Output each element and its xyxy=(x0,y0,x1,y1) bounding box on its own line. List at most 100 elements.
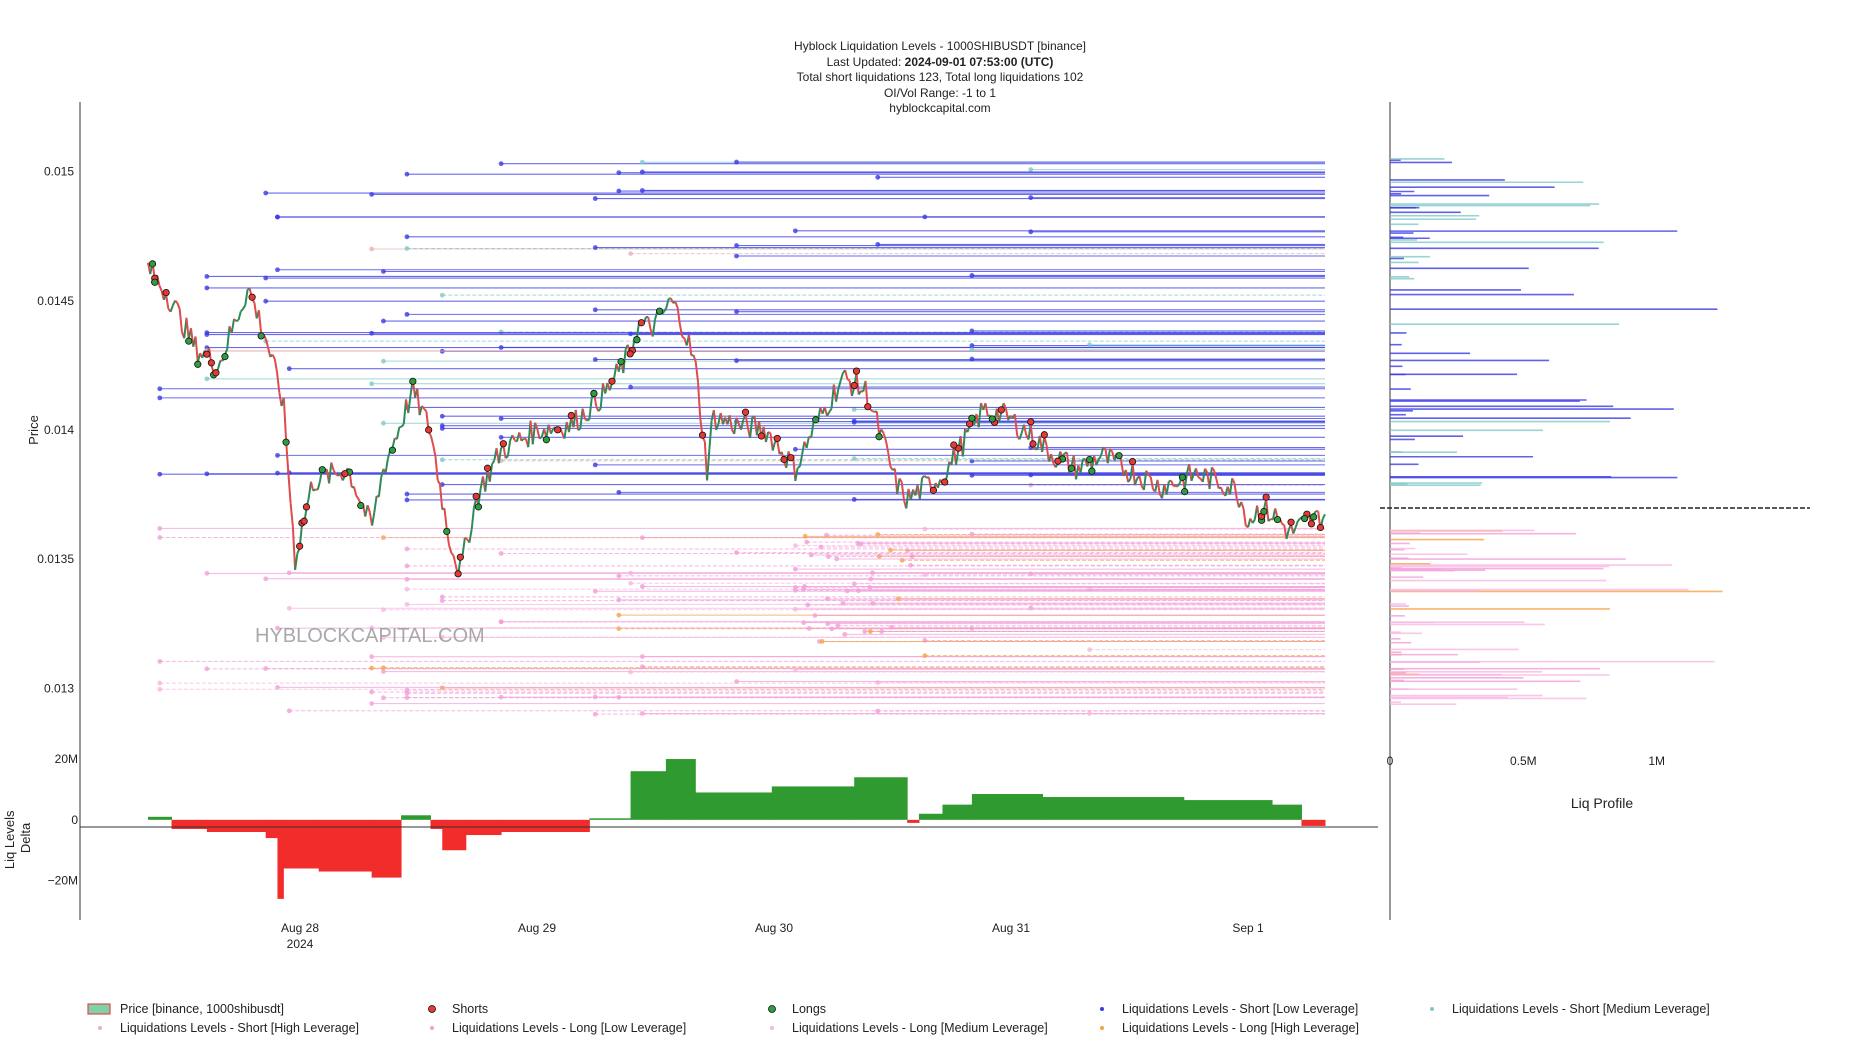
delta-segment xyxy=(371,819,402,878)
long-marker xyxy=(590,389,598,398)
date-tick-label: Sep 1 xyxy=(1232,921,1264,935)
price-candle xyxy=(733,417,738,434)
price-candle xyxy=(882,433,887,441)
price-candle xyxy=(1231,477,1236,484)
liquidation-level-dot xyxy=(381,665,386,671)
price-candle xyxy=(744,414,749,428)
price-candle xyxy=(266,346,272,358)
short-marker xyxy=(203,350,211,358)
short-marker xyxy=(1054,457,1062,465)
price-candle xyxy=(889,465,894,471)
long-marker xyxy=(1273,515,1282,524)
long-marker xyxy=(318,466,326,474)
liquidation-level-dot xyxy=(792,543,798,549)
price-candle xyxy=(1197,476,1202,480)
liquidation-level-dot xyxy=(922,526,928,532)
delta-segment xyxy=(918,813,943,820)
short-marker xyxy=(454,570,462,578)
liquidation-level-dot xyxy=(404,586,410,592)
short-marker xyxy=(1287,518,1295,526)
liquidation-level-dot xyxy=(439,634,445,640)
price-candle xyxy=(165,294,170,310)
profile-x-axis: 0 0.5M 1M xyxy=(1387,754,1665,768)
liquidation-level-dot xyxy=(369,381,375,387)
liquidation-level-dot xyxy=(381,669,386,675)
price-candle xyxy=(728,415,733,430)
liquidation-level-dot xyxy=(734,550,739,555)
liquidation-level-dot xyxy=(842,631,848,637)
liquidation-level-dot xyxy=(592,245,598,250)
price-candle xyxy=(1190,473,1195,482)
liquidation-level-dot xyxy=(819,639,825,644)
liquidation-level-dot xyxy=(275,470,280,476)
short-marker xyxy=(1307,520,1316,528)
price-candle xyxy=(1315,509,1319,513)
price-candle xyxy=(380,468,385,478)
liquidation-level-dot xyxy=(275,267,280,273)
price-candle xyxy=(735,417,740,425)
long-marker xyxy=(409,377,417,385)
short-marker xyxy=(1316,523,1325,532)
profile-tick-label: 0.5M xyxy=(1510,754,1537,768)
liquidation-level-dot xyxy=(616,188,622,194)
price-candle xyxy=(506,440,512,457)
liquidation-level-dot xyxy=(734,309,739,315)
price-candle xyxy=(805,436,810,449)
price-candle xyxy=(432,444,437,457)
price-candle xyxy=(1109,448,1113,453)
liquidation-level-dot xyxy=(851,456,857,462)
long-marker xyxy=(1310,513,1318,521)
price-candle xyxy=(237,311,242,321)
legend-item: Liquidations Levels - Long [Medium Lever… xyxy=(770,1021,1048,1035)
liquidation-level-dot xyxy=(286,708,292,714)
liquidation-level-dot xyxy=(867,629,873,634)
liquidation-level-dot xyxy=(888,547,893,553)
price-candle xyxy=(769,432,774,451)
delta-subplot xyxy=(148,759,1326,899)
liquidation-level-dot xyxy=(381,318,386,324)
short-marker xyxy=(757,432,765,440)
short-marker xyxy=(787,454,795,462)
liquidation-level-dot xyxy=(922,572,928,578)
price-candle xyxy=(1131,463,1136,486)
liquidation-level-dot xyxy=(263,666,269,671)
price-candle xyxy=(1022,424,1028,436)
legend-item: Liquidations Levels - Short [High Levera… xyxy=(98,1021,359,1035)
price-candle xyxy=(1294,520,1299,528)
liquidation-level-dot xyxy=(404,171,410,177)
price-candle xyxy=(1204,468,1209,474)
price-candle xyxy=(1079,459,1084,474)
legend-label: Liquidations Levels - Long [Medium Lever… xyxy=(792,1021,1048,1035)
delta-segment xyxy=(501,819,590,832)
price-candle xyxy=(271,354,276,360)
price-candle xyxy=(846,378,851,382)
price-candle xyxy=(418,405,423,416)
legend-level-marker xyxy=(430,1026,434,1030)
price-axis-title: Price xyxy=(26,415,41,445)
liquidation-level-dot xyxy=(808,552,814,558)
price-candle xyxy=(504,455,509,459)
price-candle xyxy=(665,298,670,309)
price-candle xyxy=(484,470,489,492)
price-candle xyxy=(923,475,928,479)
price-candle xyxy=(1177,481,1182,487)
liquidation-level-dot xyxy=(1028,167,1034,173)
price-candle xyxy=(194,336,199,363)
liquidation-level-dot xyxy=(804,539,810,545)
price-candle xyxy=(767,431,771,434)
delta-title-line-2: Liq Levels xyxy=(2,810,17,869)
liquidation-level-dot xyxy=(592,694,598,700)
liquidation-level-dot xyxy=(439,457,445,463)
legend-item: Liquidations Levels - Long [Low Leverage… xyxy=(430,1021,686,1035)
liquidation-level-dot xyxy=(404,497,410,503)
liquidation-level-dot xyxy=(616,573,622,579)
liquidation-level-dot xyxy=(875,174,881,180)
liquidation-level-dot xyxy=(204,285,210,291)
price-candle xyxy=(1297,517,1301,522)
price-candle xyxy=(647,316,652,330)
price-candle xyxy=(581,408,586,419)
long-marker xyxy=(357,501,365,510)
price-candle xyxy=(1219,486,1225,494)
price-candle xyxy=(1050,453,1055,464)
liquidation-level-dot xyxy=(875,242,881,247)
